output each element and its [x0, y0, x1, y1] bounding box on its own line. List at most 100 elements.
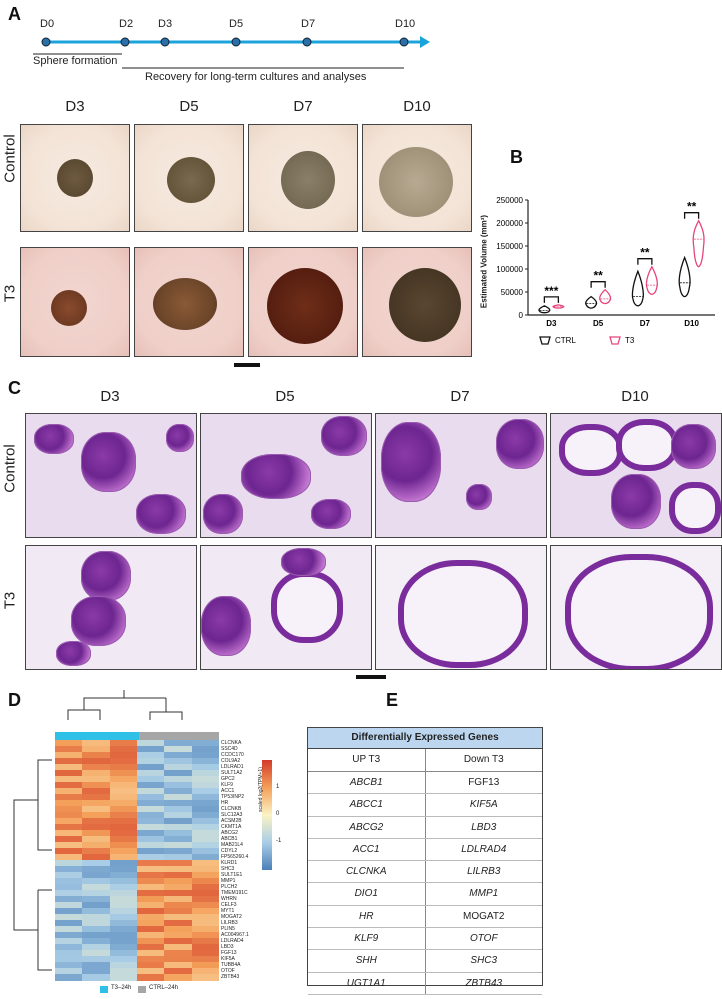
up-gene: ABCB1: [308, 772, 426, 794]
gene-label: CELF3: [221, 902, 237, 908]
heatmap-cell: [55, 740, 83, 747]
heatmap-cell: [191, 770, 220, 777]
heatmap-cell: [82, 794, 111, 801]
heatmap-cell: [82, 920, 111, 927]
he-row-t3: T3: [1, 591, 19, 610]
gene-label: CKMT1A: [221, 824, 242, 830]
deg-table-header: UP T3 Down T3: [308, 749, 542, 772]
heatmap-cell: [191, 950, 220, 957]
heatmap-cell: [164, 842, 193, 849]
heatmap-cell: [109, 818, 138, 825]
he-col-d5: D5: [275, 388, 295, 405]
down-gene: SHC3: [470, 955, 498, 967]
heatmap-cell: [55, 950, 83, 957]
heatmap-cell: [55, 764, 83, 771]
bf-row-t3: T3: [1, 284, 19, 303]
gene-label: SLC12A3: [221, 812, 243, 818]
violin-t3-D7: [645, 265, 658, 295]
heatmap-cell: [55, 782, 83, 789]
heatmap-cell: [137, 788, 165, 795]
heatmap-cell: [137, 932, 165, 939]
heatmap-cell: [191, 896, 220, 903]
timeline-day-d2: D2: [119, 18, 134, 30]
heatmap-cell: [137, 764, 165, 771]
heatmap-cell: [137, 776, 165, 783]
heatmap-cell: [164, 908, 193, 915]
heatmap-cell: [109, 908, 138, 915]
heatmap-cell: [164, 848, 193, 855]
bf-control-d10: [362, 124, 472, 232]
heatmap-cell: [109, 962, 138, 969]
heatmap-cell: [191, 932, 220, 939]
legend-swatch-t3: [609, 336, 621, 345]
heatmap-cell: [82, 824, 111, 831]
heatmap-cell: [109, 968, 138, 975]
heatmap-cell: [191, 740, 220, 747]
heatmap-cell: [55, 944, 83, 951]
heatmap-cell: [164, 938, 193, 945]
heatmap-cell: [82, 788, 111, 795]
down-t3-header: Down T3: [463, 754, 504, 765]
heatmap-cell: [82, 974, 111, 981]
timeline-dot-4: [302, 37, 312, 47]
heatmap-cell: [191, 944, 220, 951]
heatmap-cell: [55, 818, 83, 825]
heatmap-cell: [137, 920, 165, 927]
heatmap-cell: [55, 752, 83, 759]
gene-label: SHC3: [221, 866, 235, 872]
heatmap-cell: [191, 854, 220, 861]
x-tick-label-D10: D10: [684, 319, 699, 328]
deg-row: DIO1 MMP1: [308, 883, 542, 906]
heatmap-cell: [109, 932, 138, 939]
heatmap-cell: [191, 842, 220, 849]
heatmap-cell: [137, 770, 165, 777]
gene-label: TMEM191C: [221, 890, 248, 896]
heatmap-cell: [55, 854, 83, 861]
bf-control-d3: [20, 124, 130, 232]
timeline-day-d7: D7: [301, 18, 316, 30]
heatmap-cell: [109, 956, 138, 963]
gene-label: KLRD1: [221, 860, 238, 866]
heatmap-cell: [191, 926, 220, 933]
violin-t3-D5: [599, 288, 612, 305]
heatmap-cell: [164, 758, 193, 765]
heatmap-cell: [137, 896, 165, 903]
heatmap-cell: [137, 782, 165, 789]
he-col-d10: D10: [621, 388, 649, 405]
he-col-d7: D7: [450, 388, 470, 405]
heatmap-cell: [109, 854, 138, 861]
gene-label: SULT1E1: [221, 872, 243, 878]
heatmap-cell: [55, 926, 83, 933]
heatmap-cell: [82, 938, 111, 945]
up-gene: DIO1: [308, 883, 426, 905]
bf-scale-bar: [234, 363, 260, 367]
heatmap-cell: [109, 806, 138, 813]
up-gene: CLCNKA: [308, 861, 426, 883]
gene-label: TP53INP2: [221, 794, 245, 800]
deg-row: UGT1A1 ZBTB43: [308, 972, 542, 995]
heatmap-cell: [82, 848, 111, 855]
heatmap-cell: [191, 938, 220, 945]
sig-bracket-D7: [637, 258, 653, 265]
colorbar-tick-neg1: -1: [276, 838, 282, 844]
gene-label: ACC1: [221, 788, 235, 794]
heatmap-cell: [164, 944, 193, 951]
deg-row: ABCB1 FGF13: [308, 772, 542, 795]
heatmap-cell: [164, 866, 193, 873]
heatmap-cell: [109, 944, 138, 951]
sig-label-D7: **: [640, 246, 650, 260]
heatmap-cell: [55, 872, 83, 879]
heatmap-cell: [191, 782, 220, 789]
gene-label: MYT1: [221, 908, 235, 914]
y-tick-label-1: 50000: [501, 288, 524, 297]
heatmap-cell: [164, 776, 193, 783]
he-col-d3: D3: [100, 388, 120, 405]
heatmap-cell: [82, 740, 111, 747]
heatmap-cell: [55, 866, 83, 873]
heatmap-cell: [109, 830, 138, 837]
heatmap-cell: [137, 908, 165, 915]
heatmap-cell: [55, 896, 83, 903]
gene-label: KLF9: [221, 782, 233, 788]
heatmap-cell: [55, 812, 83, 819]
heatmap-cell: [137, 878, 165, 885]
